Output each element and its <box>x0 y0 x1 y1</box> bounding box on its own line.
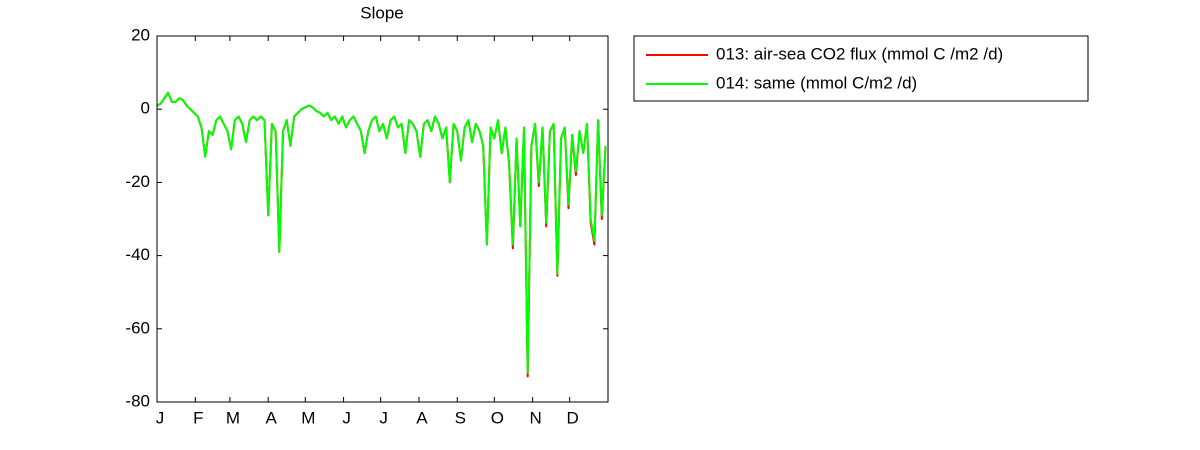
x-tick-label: A <box>266 408 278 427</box>
x-tick-label: M <box>301 408 315 427</box>
x-tick-label: N <box>529 408 541 427</box>
x-tick-label: S <box>455 408 466 427</box>
y-tick-label: -80 <box>125 391 150 410</box>
x-tick-label: A <box>416 408 428 427</box>
y-tick-label: -20 <box>125 172 150 191</box>
x-tick-label: J <box>156 408 165 427</box>
x-tick-label: F <box>193 408 203 427</box>
y-tick-label: -60 <box>125 318 150 337</box>
axes-frame <box>156 35 609 403</box>
legend-label: 013: air-sea CO2 flux (mmol C /m2 /d) <box>716 44 1003 63</box>
plot-area <box>157 36 608 402</box>
series-line <box>156 91 607 374</box>
legend-label: 014: same (mmol C/m2 /d) <box>716 73 917 92</box>
x-tick-label: O <box>491 408 504 427</box>
y-tick-label: 20 <box>131 25 150 44</box>
x-tick-label: D <box>567 408 579 427</box>
y-tick-label: -40 <box>125 245 150 264</box>
y-tick-label: 0 <box>141 99 150 118</box>
legend-box <box>633 35 1089 102</box>
x-tick-label: J <box>379 408 388 427</box>
chart-title: Slope <box>360 3 403 22</box>
x-tick-label: J <box>342 408 351 427</box>
x-tick-label: M <box>226 408 240 427</box>
